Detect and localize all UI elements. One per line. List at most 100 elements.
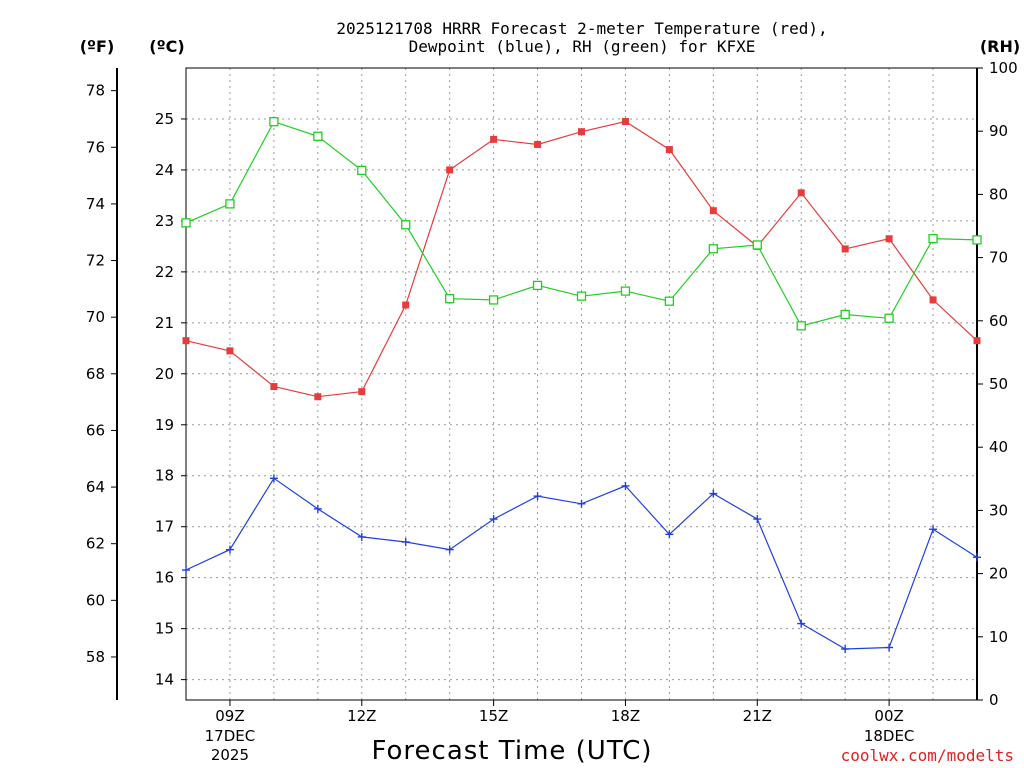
data-point (620, 286, 631, 296)
data-point (181, 218, 191, 228)
fahrenheit-tick-label: 72 (86, 252, 105, 270)
x-tick-label: 09Z (215, 707, 244, 725)
fahrenheit-tick-label: 62 (86, 535, 105, 553)
data-point (928, 233, 938, 244)
x-tick-date: 17DEC (205, 727, 256, 745)
gridlines (185, 68, 978, 700)
series-rh (181, 117, 982, 331)
data-point (534, 140, 542, 148)
data-point (357, 165, 367, 176)
celsius-tick-label: 19 (155, 416, 174, 434)
data-point (797, 619, 806, 628)
x-tick-label: 15Z (479, 707, 508, 725)
data-point (708, 244, 718, 254)
data-point (358, 388, 366, 396)
fahrenheit-tick-label: 64 (86, 478, 105, 496)
data-point (752, 240, 762, 250)
data-point (929, 296, 937, 304)
data-point (885, 643, 894, 652)
data-point (225, 199, 235, 209)
series-line (185, 120, 978, 398)
data-point (973, 553, 981, 562)
fahrenheit-tick-label: 68 (86, 365, 105, 383)
celsius-tick-label: 20 (155, 365, 174, 383)
fahrenheit-tick-label: 60 (86, 591, 105, 609)
data-point (885, 235, 893, 243)
fahrenheit-unit-label: (ºF) (80, 37, 115, 56)
fahrenheit-tick-label: 76 (86, 138, 105, 156)
data-point (488, 295, 499, 305)
celsius-tick-label: 18 (155, 467, 174, 485)
rh-tick-label: 100 (989, 59, 1018, 77)
fahrenheit-tick-label: 78 (86, 82, 105, 100)
chart-title-line1: 2025121708 HRRR Forecast 2-meter Tempera… (336, 19, 827, 38)
data-point (313, 131, 323, 141)
data-point (182, 337, 190, 345)
data-point (225, 545, 234, 554)
data-point (621, 118, 629, 126)
fahrenheit-tick-label: 58 (86, 648, 105, 666)
data-point (490, 135, 498, 143)
data-point (797, 189, 805, 197)
rh-tick-label: 30 (989, 501, 1008, 519)
data-point (577, 499, 586, 508)
data-point (182, 566, 190, 575)
x-axis-label: Forecast Time (UTC) (371, 736, 652, 766)
data-point (841, 645, 850, 654)
rh-unit-label: (RH) (980, 37, 1020, 56)
data-point (578, 128, 585, 136)
data-point (709, 207, 717, 215)
celsius-tick-label: 15 (155, 620, 174, 638)
data-point (357, 532, 366, 541)
celsius-tick-label: 14 (155, 671, 174, 689)
celsius-tick-label: 23 (155, 212, 174, 230)
celsius-tick-label: 21 (155, 314, 174, 332)
celsius-tick-label: 24 (155, 161, 174, 179)
axes (111, 67, 983, 706)
celsius-tick-label: 22 (155, 263, 174, 281)
tick-labels: 14 15 16 17 18 19 20 21 22 23 24 25 58 60 62 64 66 68 70 72… (86, 59, 1018, 764)
data-point (445, 294, 455, 304)
data-point (401, 538, 410, 546)
rh-tick-label: 90 (989, 122, 1008, 140)
rh-tick-label: 10 (989, 628, 1008, 646)
data-point (841, 245, 849, 253)
rh-tick-label: 40 (989, 438, 1008, 456)
data-point (621, 481, 630, 490)
x-tick-label: 12Z (347, 707, 376, 725)
rh-tick-label: 70 (989, 249, 1008, 267)
x-tick-label: 18Z (611, 707, 640, 725)
data-point (533, 492, 542, 501)
data-point (973, 337, 981, 345)
data-point (840, 309, 850, 320)
x-tick-label: 00Z (874, 707, 903, 725)
data-point (665, 146, 673, 154)
fahrenheit-tick-label: 66 (86, 421, 105, 439)
data-point (446, 166, 454, 174)
chart-title-line2: Dewpoint (blue), RH (green) for KFXE (409, 37, 756, 56)
data-point (709, 489, 718, 498)
data-point (269, 117, 279, 127)
series-dewpoint (182, 474, 981, 654)
data-point (972, 235, 982, 245)
data-point (489, 515, 498, 524)
rh-tick-label: 50 (989, 375, 1008, 393)
rh-tick-label: 60 (989, 312, 1008, 330)
rh-tick-label: 0 (989, 691, 999, 709)
data-series (181, 117, 982, 654)
rh-tick-label: 80 (989, 185, 1008, 203)
fahrenheit-tick-label: 70 (86, 308, 105, 326)
x-tick-date: 18DEC (864, 727, 915, 745)
data-point (445, 545, 454, 554)
data-point (665, 530, 674, 539)
data-point (226, 347, 234, 355)
data-point (753, 515, 762, 524)
x-tick-year: 2025 (211, 746, 249, 764)
celsius-unit-label: (ºC) (149, 37, 184, 56)
celsius-tick-label: 25 (155, 110, 174, 128)
data-point (884, 313, 894, 323)
data-point (313, 504, 322, 513)
data-point (576, 291, 587, 301)
data-point (270, 383, 278, 391)
